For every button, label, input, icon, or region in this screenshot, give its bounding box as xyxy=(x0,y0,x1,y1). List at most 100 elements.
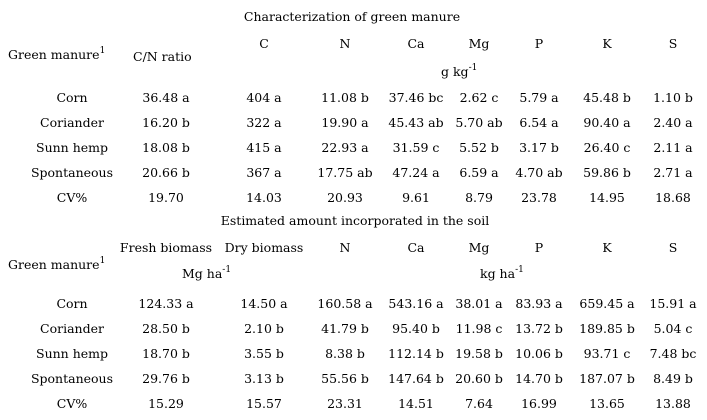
table-cell: 1.10 b xyxy=(653,90,693,105)
row-label: CV% xyxy=(56,396,88,411)
row-label: Sunn hemp xyxy=(36,346,108,361)
table-cell: 5.70 ab xyxy=(455,115,503,130)
unit-text: kg ha xyxy=(480,266,516,281)
table-cell: 23.31 xyxy=(327,396,363,411)
section2-col-k: K xyxy=(602,240,612,255)
table-cell: 19.58 b xyxy=(455,346,503,361)
table-cell: 13.88 xyxy=(655,396,691,411)
table-cell: 83.93 a xyxy=(515,296,563,311)
section2-unit-biomass: Mg ha-1 xyxy=(182,265,232,282)
table-cell: 13.65 xyxy=(589,396,625,411)
table-cell: 6.54 a xyxy=(519,115,559,130)
table-cell: 160.58 a xyxy=(317,296,373,311)
table-cell: 659.45 a xyxy=(579,296,635,311)
row-label: Spontaneous xyxy=(30,371,114,386)
table-cell: 20.60 b xyxy=(455,371,503,386)
table-cell: 45.48 b xyxy=(583,90,631,105)
table-cell: 8.38 b xyxy=(325,346,365,361)
table-cell: 7.64 xyxy=(465,396,493,411)
table-cell: 41.79 b xyxy=(321,321,369,336)
table-cell: 16.20 b xyxy=(142,115,190,130)
table-cell: 2.71 a xyxy=(653,165,693,180)
row-label: CV% xyxy=(56,190,88,205)
row-label: Spontaneous xyxy=(30,165,114,180)
table-cell: 2.11 a xyxy=(653,140,693,155)
table-cell: 37.46 bc xyxy=(388,90,444,105)
table-cell: 14.51 xyxy=(398,396,434,411)
row-label: Corn xyxy=(56,296,88,311)
section1-col-k: K xyxy=(602,36,612,51)
table-cell: 8.49 b xyxy=(653,371,693,386)
table-cell: 15.29 xyxy=(148,396,184,411)
section1-col-p: P xyxy=(534,36,544,51)
table-cell: 18.68 xyxy=(655,190,691,205)
section2-col-mg: Mg xyxy=(468,240,490,255)
unit-text: Mg ha xyxy=(182,266,223,281)
row-header-sup: 1 xyxy=(99,46,106,56)
table-cell: 3.13 b xyxy=(244,371,284,386)
table-cell: 22.93 a xyxy=(321,140,369,155)
table-cell: 187.07 b xyxy=(579,371,635,386)
table-cell: 14.70 b xyxy=(515,371,563,386)
table-cell: 18.70 b xyxy=(142,346,190,361)
table-cell: 17.75 ab xyxy=(317,165,373,180)
table-cell: 13.72 b xyxy=(515,321,563,336)
table-cell: 5.79 a xyxy=(519,90,559,105)
table-cell: 31.59 c xyxy=(392,140,440,155)
table-cell: 95.40 b xyxy=(392,321,440,336)
table-cell: 2.62 c xyxy=(459,90,499,105)
section2-col-fresh: Fresh biomass xyxy=(119,240,213,255)
unit-sup: -1 xyxy=(468,63,478,73)
section1-row-header: Green manure1 xyxy=(8,46,106,63)
table-cell: 6.59 a xyxy=(459,165,499,180)
section2-col-s: S xyxy=(668,240,678,255)
table-cell: 59.86 b xyxy=(583,165,631,180)
section2-col-dry: Dry biomass xyxy=(224,240,304,255)
table-cell: 367 a xyxy=(246,165,282,180)
table-cell: 45.43 ab xyxy=(388,115,444,130)
row-header-text: Green manure xyxy=(8,257,100,272)
table-cell: 20.66 b xyxy=(142,165,190,180)
table-cell: 15.57 xyxy=(246,396,282,411)
unit-sup: -1 xyxy=(222,265,232,275)
table-cell: 55.56 b xyxy=(321,371,369,386)
section1-col-c: C xyxy=(259,36,269,51)
table-cell: 19.90 a xyxy=(321,115,369,130)
table-cell: 93.71 c xyxy=(583,346,631,361)
table-cell: 20.93 xyxy=(327,190,363,205)
section2-col-p: P xyxy=(534,240,544,255)
row-label: Sunn hemp xyxy=(36,140,108,155)
table-cell: 5.52 b xyxy=(459,140,499,155)
table-cell: 14.50 a xyxy=(240,296,288,311)
section1-unit: g kg-1 xyxy=(441,63,478,80)
table-cell: 47.24 a xyxy=(392,165,440,180)
section2-col-ca: Ca xyxy=(407,240,425,255)
table-cell: 14.95 xyxy=(589,190,625,205)
table-cell: 11.08 b xyxy=(321,90,369,105)
row-header-sup: 1 xyxy=(99,256,106,266)
table-cell: 147.64 b xyxy=(388,371,444,386)
table-cell: 189.85 b xyxy=(579,321,635,336)
table-cell: 404 a xyxy=(246,90,282,105)
table-cell: 36.48 a xyxy=(142,90,190,105)
row-label: Coriander xyxy=(40,115,104,130)
table-cell: 18.08 b xyxy=(142,140,190,155)
section1-title: Characterization of green manure xyxy=(243,9,461,24)
section1-col-ca: Ca xyxy=(407,36,425,51)
section1-col-cn: C/N ratio xyxy=(133,49,192,64)
unit-sup: -1 xyxy=(515,265,524,275)
table-cell: 7.48 bc xyxy=(649,346,697,361)
table-cell: 3.17 b xyxy=(519,140,559,155)
table-cell: 112.14 b xyxy=(388,346,444,361)
table-cell: 14.03 xyxy=(246,190,282,205)
table-cell: 29.76 b xyxy=(142,371,190,386)
table-cell: 11.98 c xyxy=(455,321,503,336)
table-cell: 19.70 xyxy=(148,190,184,205)
section2-col-n: N xyxy=(339,240,351,255)
table-cell: 26.40 c xyxy=(583,140,631,155)
section2-title: Estimated amount incorporated in the soi… xyxy=(220,213,490,228)
table-cell: 23.78 xyxy=(521,190,557,205)
table-cell: 16.99 xyxy=(521,396,557,411)
section1-col-s: S xyxy=(668,36,678,51)
table-cell: 415 a xyxy=(246,140,282,155)
